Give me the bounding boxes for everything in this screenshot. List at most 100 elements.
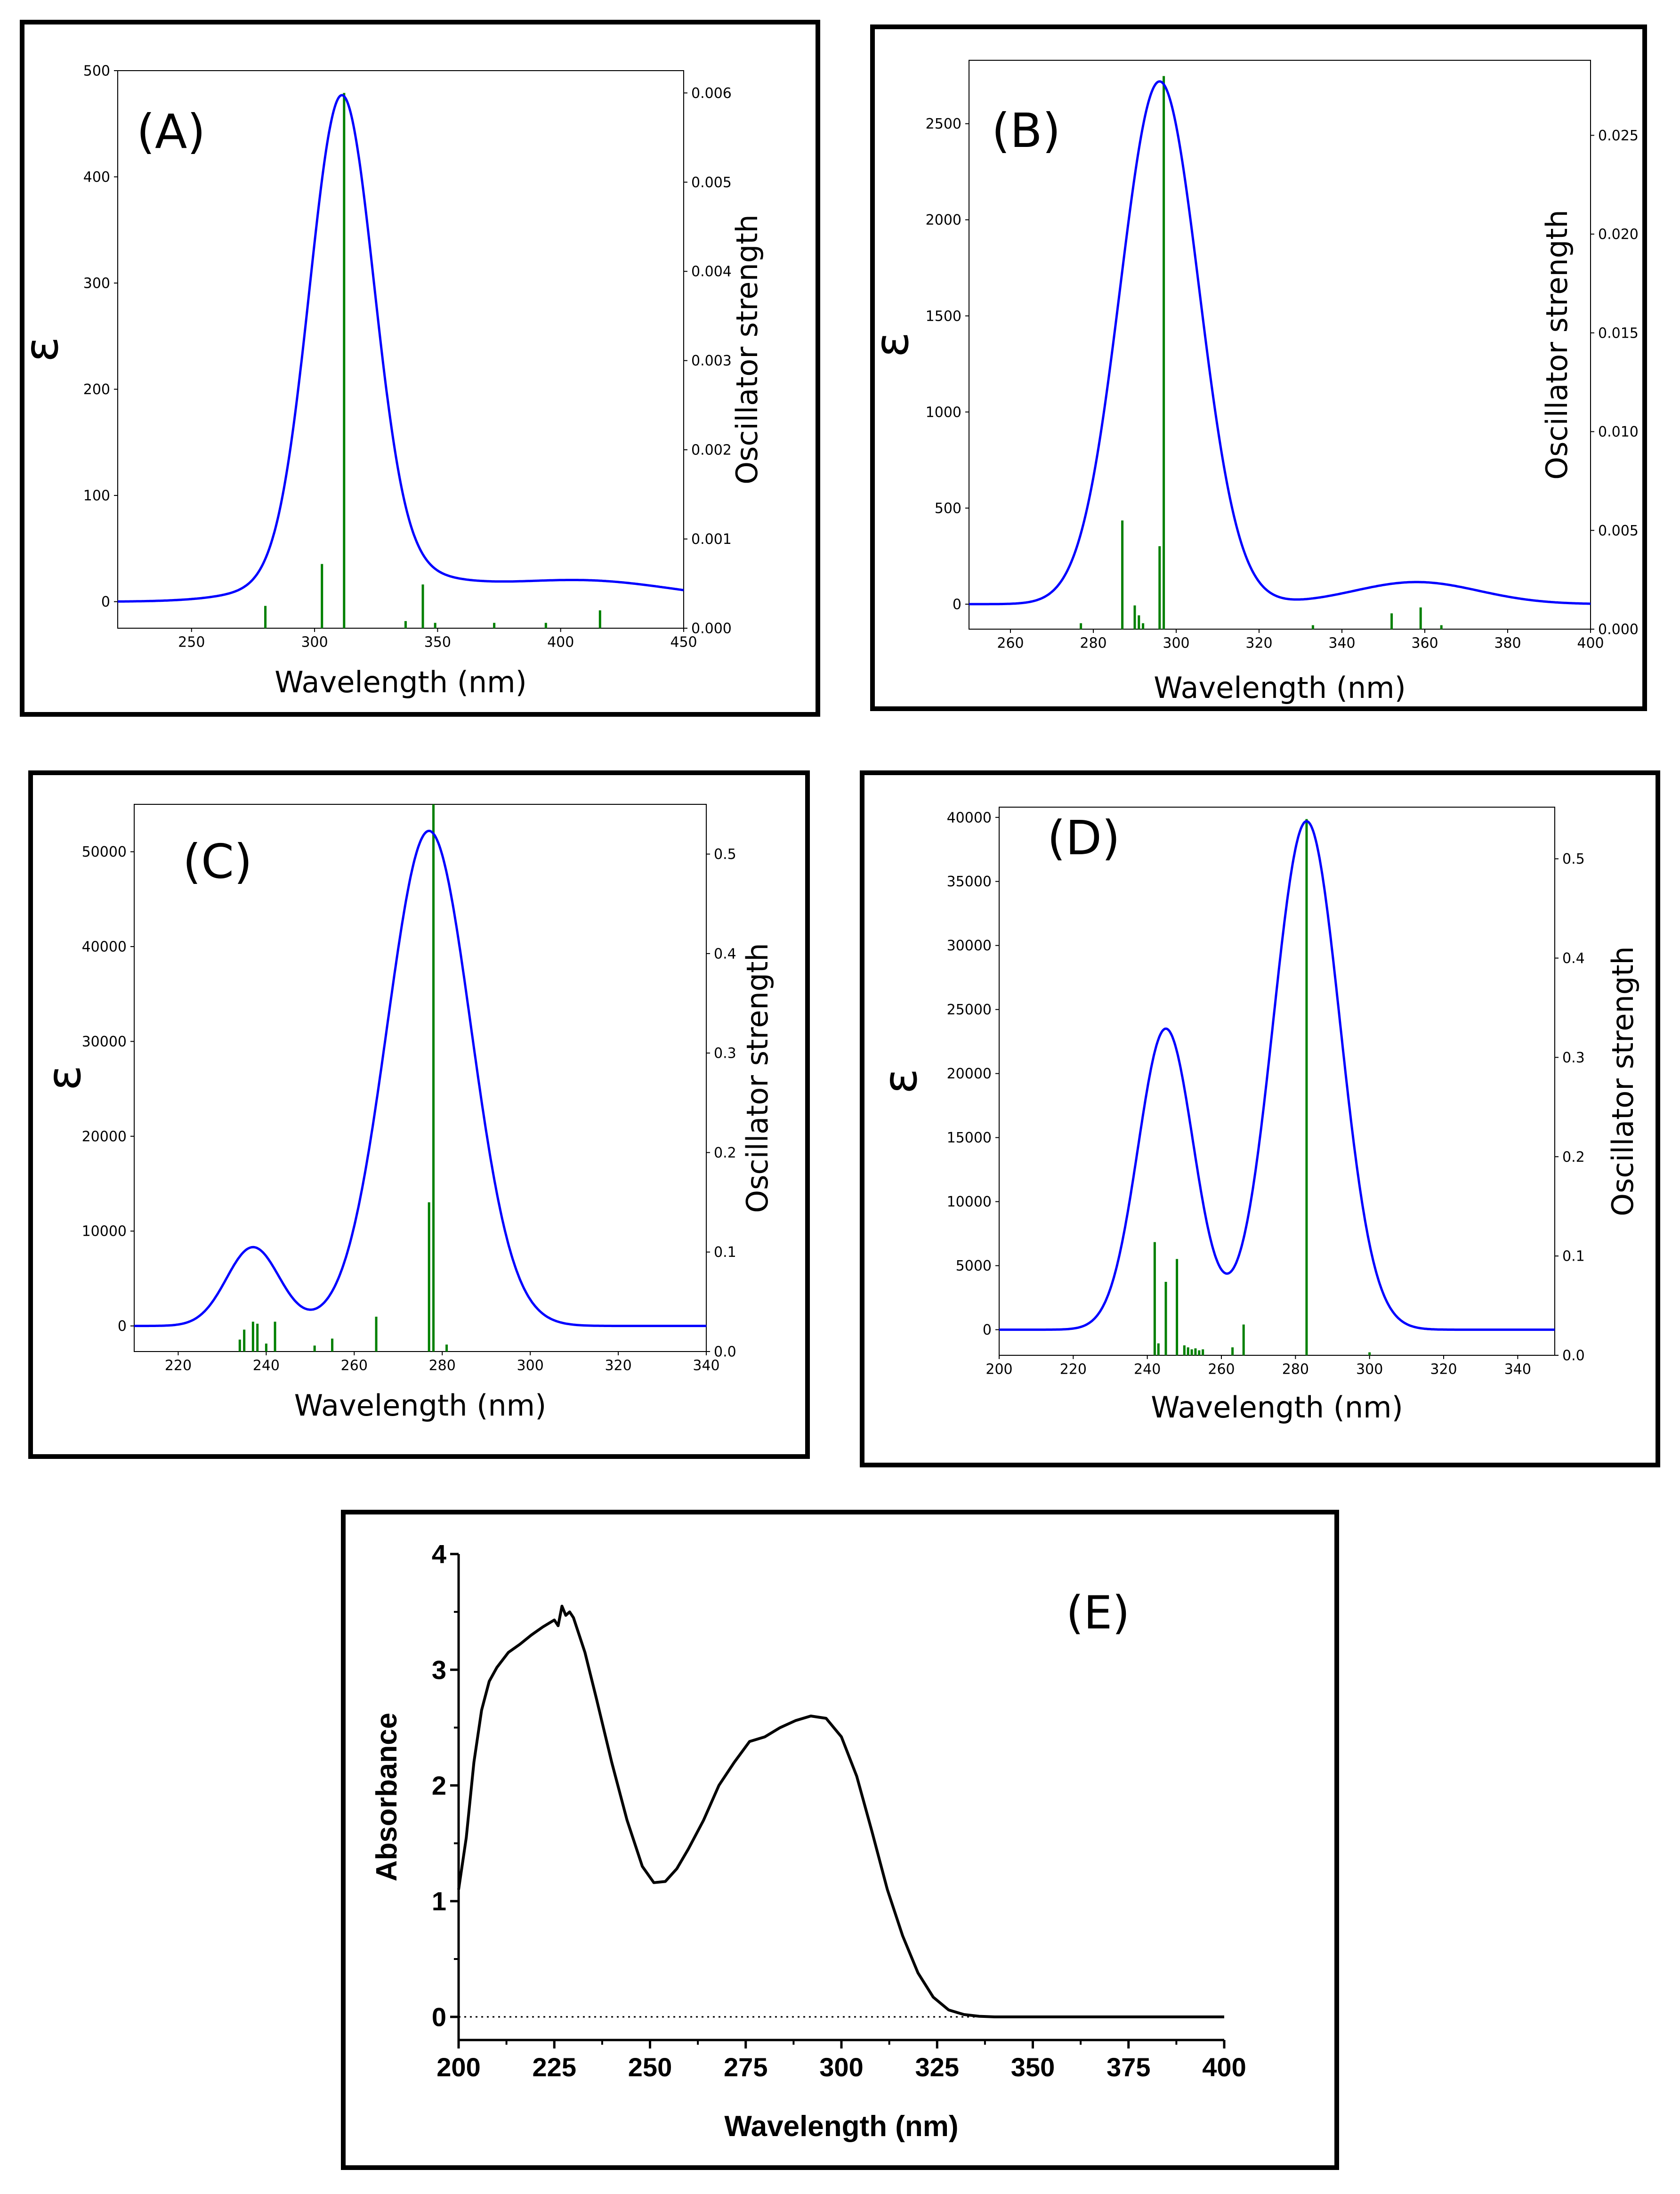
x-tick-label: 400 — [547, 634, 574, 651]
x-tick-label: 320 — [605, 1358, 631, 1374]
x-tick-label: 280 — [1080, 635, 1107, 652]
x-tick-label: 280 — [429, 1358, 456, 1374]
x-tick-label: 350 — [1011, 2052, 1055, 2082]
panel-title: (D) — [1047, 810, 1120, 866]
y2-axis-label: Oscillator strength — [730, 214, 764, 484]
y-tick-label: 40000 — [82, 939, 127, 955]
panel-title: (B) — [992, 103, 1061, 158]
y2-tick-label: 0.004 — [691, 264, 732, 280]
x-tick-label: 260 — [1208, 1361, 1235, 1378]
y-axis-label: ε — [36, 1065, 91, 1091]
x-tick-label: 300 — [1356, 1361, 1383, 1378]
x-axis-label: Wavelength (nm) — [275, 665, 527, 699]
y2-tick-label: 0.0 — [714, 1344, 736, 1360]
x-tick-label: 240 — [253, 1358, 280, 1374]
y2-tick-label: 0.002 — [691, 442, 732, 459]
plot-frame — [134, 804, 707, 1352]
x-tick-label: 200 — [436, 2052, 480, 2082]
y-tick-label: 300 — [83, 275, 110, 292]
y-tick-label: 5000 — [956, 1258, 992, 1274]
y2-axis-label: Oscillator strength — [1540, 210, 1574, 479]
y-tick-label: 1 — [432, 1886, 446, 1916]
y-tick-label: 10000 — [82, 1223, 127, 1240]
x-axis-label: Wavelength (nm) — [1154, 671, 1406, 705]
y-tick-label: 4 — [432, 1539, 446, 1569]
y2-tick-label: 0.015 — [1598, 325, 1639, 341]
x-tick-label: 320 — [1430, 1361, 1457, 1378]
x-tick-label: 340 — [693, 1358, 719, 1374]
x-tick-label: 275 — [724, 2052, 767, 2082]
chart-e: 200 225 250 275 300 325 350 375 400 0 1 2 3 4 (E) Wavel… — [371, 1539, 1246, 2143]
panel-e: 200 225 250 275 300 325 350 375 400 0 1 2 3 4 (E) Wavel… — [341, 1510, 1339, 2170]
chart-b: 260 280 300 320 340 360 380 400 0 500 1000 1500 2000… — [864, 60, 1639, 705]
y-axis-label: ε — [872, 1069, 928, 1094]
y2-tick-label: 0.005 — [1598, 523, 1639, 539]
x-tick-label: 300 — [1163, 635, 1189, 652]
x-tick-label: 220 — [165, 1358, 192, 1374]
absorption-curve — [999, 820, 1555, 1331]
absorption-curve — [118, 94, 684, 603]
y-tick-label: 2 — [432, 1771, 446, 1800]
y2-tick-label: 0.001 — [691, 531, 732, 548]
panel-b: 260 280 300 320 340 360 380 400 0 500 1000 1500 2000… — [864, 24, 1647, 711]
x-axis-label: Wavelength (nm) — [1151, 1390, 1403, 1425]
y-tick-label: 10000 — [947, 1194, 992, 1210]
y-tick-label: 200 — [83, 381, 110, 398]
x-tick-label: 250 — [628, 2052, 672, 2082]
y-tick-label: 50000 — [82, 844, 127, 860]
y-tick-label: 2000 — [926, 212, 961, 228]
y2-tick-label: 0.1 — [714, 1244, 736, 1261]
y-tick-label: 35000 — [947, 874, 992, 890]
y2-tick-label: 0.005 — [691, 174, 732, 191]
x-tick-label: 350 — [424, 634, 451, 651]
y-axis-label: ε — [864, 332, 919, 357]
panel-title: (E) — [1066, 1587, 1130, 1639]
chart-a: 250 300 350 400 450 0 100 200 300 400 500 0.000 0.00… — [14, 63, 764, 700]
y2-tick-label: 0.5 — [714, 846, 736, 863]
y-tick-label: 2500 — [926, 116, 961, 132]
plot-frame — [999, 807, 1555, 1356]
y-tick-label: 500 — [935, 500, 961, 517]
y-tick-label: 0 — [953, 596, 961, 613]
y2-tick-label: 0.006 — [691, 85, 732, 102]
y2-tick-label: 0.2 — [714, 1145, 736, 1161]
absorption-curve — [134, 829, 706, 1328]
y2-tick-label: 0.4 — [714, 946, 736, 962]
x-tick-label: 240 — [1134, 1361, 1161, 1378]
x-tick-label: 225 — [533, 2052, 576, 2082]
y-tick-label: 3 — [432, 1655, 446, 1684]
plot-frame — [969, 60, 1591, 630]
y-tick-label: 20000 — [82, 1128, 127, 1145]
y-tick-label: 15000 — [947, 1130, 992, 1146]
y2-tick-label: 0.010 — [1598, 424, 1639, 440]
panel-c: 220 240 260 280 300 320 340 0 10000 20000 30000 400… — [28, 770, 810, 1459]
y2-tick-label: 0.4 — [1562, 950, 1585, 967]
x-tick-label: 200 — [985, 1361, 1012, 1378]
y-tick-label: 1000 — [926, 404, 961, 421]
x-tick-label: 300 — [517, 1358, 544, 1374]
y2-tick-label: 0.003 — [691, 353, 732, 369]
chart-c: 220 240 260 280 300 320 340 0 10000 20000 30000 400… — [36, 804, 775, 1423]
panel-a: 250 300 350 400 450 0 100 200 300 400 500 0.000 0.00… — [14, 20, 820, 717]
y2-tick-label: 0.3 — [714, 1045, 736, 1062]
x-tick-label: 400 — [1577, 635, 1604, 652]
y-tick-label: 400 — [83, 169, 110, 186]
y-tick-label: 40000 — [947, 810, 992, 826]
plot-frame — [117, 70, 684, 629]
y-tick-label: 30000 — [947, 938, 992, 954]
y-tick-label: 1500 — [926, 308, 961, 324]
x-tick-label: 260 — [997, 635, 1024, 652]
x-tick-label: 300 — [819, 2052, 863, 2082]
y-tick-label: 0 — [118, 1318, 127, 1335]
x-tick-label: 250 — [178, 634, 205, 651]
x-tick-label: 280 — [1282, 1361, 1309, 1378]
y2-tick-label: 0.0 — [1562, 1348, 1585, 1364]
y2-tick-label: 0.5 — [1562, 851, 1585, 867]
x-tick-label: 320 — [1245, 635, 1272, 652]
y2-tick-label: 0.025 — [1598, 128, 1639, 144]
x-tick-label: 220 — [1060, 1361, 1087, 1378]
y-tick-label: 20000 — [947, 1066, 992, 1082]
x-tick-label: 380 — [1494, 635, 1521, 652]
x-tick-label: 340 — [1504, 1361, 1531, 1378]
y2-tick-label: 0.1 — [1562, 1248, 1585, 1265]
